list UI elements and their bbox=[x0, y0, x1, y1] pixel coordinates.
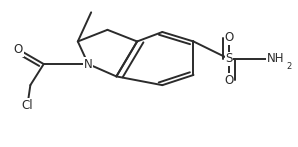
Text: Cl: Cl bbox=[21, 99, 33, 112]
Text: O: O bbox=[224, 74, 234, 87]
Text: NH: NH bbox=[267, 52, 285, 65]
Text: S: S bbox=[225, 52, 233, 65]
Text: O: O bbox=[224, 31, 234, 44]
Text: 2: 2 bbox=[286, 62, 291, 71]
Text: O: O bbox=[14, 43, 23, 56]
Text: N: N bbox=[84, 57, 93, 71]
